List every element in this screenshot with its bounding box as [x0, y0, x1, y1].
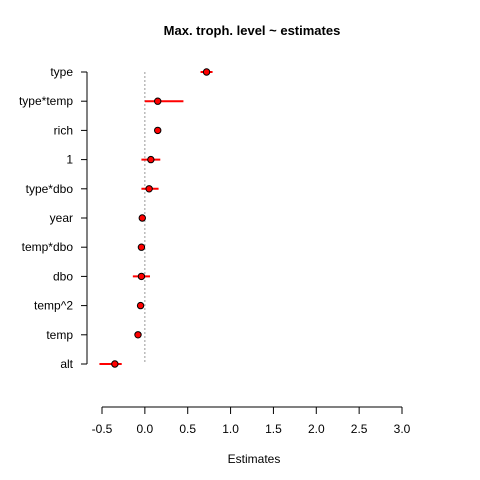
x-tick-label: 2.5	[351, 422, 368, 436]
x-tick-label: 1.0	[222, 422, 239, 436]
x-tick-label: -0.5	[92, 422, 113, 436]
chart-title: Max. troph. level ~ estimates	[164, 23, 341, 38]
point-temp*dbo	[138, 244, 144, 250]
x-tick-label: 2.0	[308, 422, 325, 436]
x-tick-label: 0.5	[179, 422, 196, 436]
x-tick-label: 0.0	[137, 422, 154, 436]
point-rich	[155, 127, 161, 133]
y-axis-ticks: type type*temp rich 1 type*dbo year temp*dbo db…	[19, 65, 87, 371]
point-type*dbo	[146, 186, 152, 192]
y-tick-label: year	[50, 211, 73, 225]
x-axis-title: Estimates	[228, 452, 281, 466]
x-tick-label: 3.0	[394, 422, 411, 436]
point-temp	[135, 332, 141, 338]
point-type	[203, 69, 209, 75]
point-alt	[112, 361, 118, 367]
y-tick-label: 1	[66, 153, 73, 167]
point-temp^2	[137, 302, 143, 308]
y-tick-label: type*temp	[19, 94, 73, 108]
y-tick-label: alt	[60, 357, 73, 371]
x-tick-label: 1.5	[265, 422, 282, 436]
y-tick-label: rich	[54, 123, 73, 137]
point-type*temp	[155, 98, 161, 104]
y-tick-label: type*dbo	[26, 182, 74, 196]
point-year	[139, 215, 145, 221]
point-dbo	[138, 273, 144, 279]
estimate-points	[112, 69, 210, 367]
y-tick-label: type	[50, 65, 73, 79]
y-tick-label: dbo	[53, 269, 73, 283]
confidence-intervals	[99, 72, 212, 364]
y-tick-label: temp^2	[34, 299, 73, 313]
point-1	[148, 156, 154, 162]
y-tick-label: temp	[46, 328, 73, 342]
y-tick-label: temp*dbo	[22, 240, 74, 254]
x-axis-ticks: -0.5 0.0 0.5 1.0 1.5 2.0 2.5 3.0	[92, 407, 411, 436]
